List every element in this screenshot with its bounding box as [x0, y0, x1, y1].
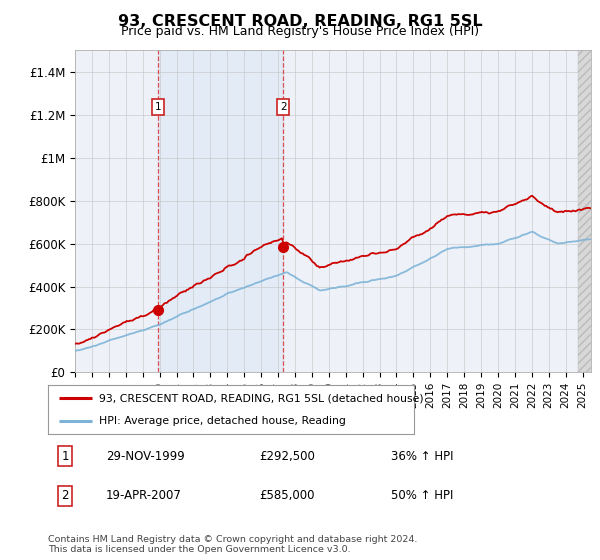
Text: 19-APR-2007: 19-APR-2007	[106, 489, 182, 502]
Text: Contains HM Land Registry data © Crown copyright and database right 2024.
This d: Contains HM Land Registry data © Crown c…	[48, 535, 418, 554]
Text: 29-NOV-1999: 29-NOV-1999	[106, 450, 185, 463]
Text: 93, CRESCENT ROAD, READING, RG1 5SL: 93, CRESCENT ROAD, READING, RG1 5SL	[118, 14, 482, 29]
Text: 93, CRESCENT ROAD, READING, RG1 5SL (detached house): 93, CRESCENT ROAD, READING, RG1 5SL (det…	[99, 393, 424, 403]
Text: 1: 1	[155, 102, 161, 112]
Text: 1: 1	[61, 450, 69, 463]
Text: HPI: Average price, detached house, Reading: HPI: Average price, detached house, Read…	[99, 416, 346, 426]
Text: 2: 2	[280, 102, 286, 112]
Text: Price paid vs. HM Land Registry's House Price Index (HPI): Price paid vs. HM Land Registry's House …	[121, 25, 479, 38]
Text: 36% ↑ HPI: 36% ↑ HPI	[391, 450, 454, 463]
Text: £292,500: £292,500	[259, 450, 315, 463]
Text: 2: 2	[61, 489, 69, 502]
Bar	[578, 50, 599, 372]
Text: £585,000: £585,000	[259, 489, 315, 502]
Text: 50% ↑ HPI: 50% ↑ HPI	[391, 489, 454, 502]
Bar	[158, 50, 283, 372]
